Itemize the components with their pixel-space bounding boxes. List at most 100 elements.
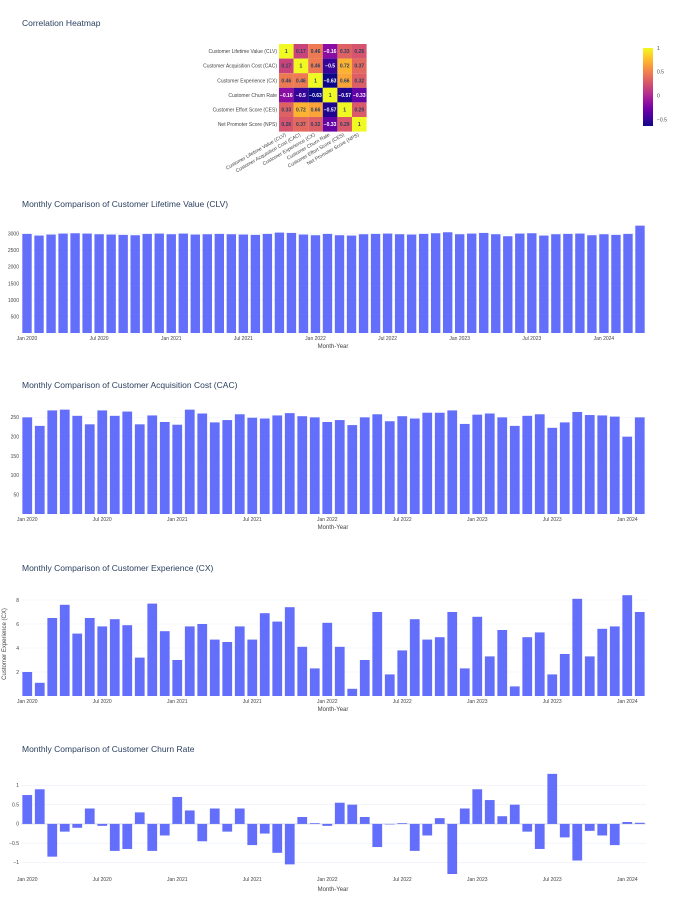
- heatmap-cell: [322, 117, 338, 132]
- bar: [384, 823, 395, 825]
- bar: [634, 822, 645, 824]
- bar: [47, 410, 58, 514]
- bar: [394, 234, 405, 333]
- cx-title: Monthly Comparison of Customer Experienc…: [22, 563, 213, 573]
- heatmap-cell: [293, 102, 309, 117]
- bar: [599, 234, 609, 333]
- bar: [534, 414, 545, 514]
- bar: [634, 612, 645, 696]
- x-tick-label: Jul 2020: [93, 517, 112, 523]
- bar: [322, 823, 333, 826]
- y-tick-label: 2: [16, 670, 19, 676]
- bar: [109, 823, 120, 851]
- y-tick-label: 2500: [8, 248, 19, 254]
- bar: [47, 823, 58, 857]
- cx-x-axis-label: Month-Year: [318, 707, 349, 713]
- x-tick-label: Jul 2022: [378, 336, 397, 342]
- bar: [297, 646, 308, 696]
- bar: [34, 682, 45, 696]
- x-tick-label: Jul 2020: [90, 336, 109, 342]
- bar: [247, 417, 258, 514]
- bar: [22, 795, 33, 824]
- bar: [382, 233, 393, 333]
- x-tick-label: Jan 2023: [467, 699, 488, 705]
- bar: [409, 823, 420, 851]
- bar: [272, 415, 283, 514]
- heatmap-cell: [352, 87, 367, 103]
- bar: [575, 233, 585, 333]
- x-tick-label: Jul 2023: [543, 877, 562, 883]
- bar: [551, 234, 561, 333]
- heatmap-cell-value: 0.26: [354, 49, 364, 55]
- bar: [447, 612, 458, 696]
- bar: [134, 657, 145, 696]
- heatmap-cell-value: −0.63: [324, 78, 337, 84]
- bar: [359, 417, 370, 514]
- heatmap-cell: [308, 44, 323, 59]
- heatmap-cell-value: 0.17: [296, 49, 306, 55]
- bar: [34, 789, 45, 824]
- churn-title: Monthly Comparison of Customer Churn Rat…: [22, 744, 195, 754]
- bar: [122, 823, 133, 849]
- bar: [522, 415, 533, 514]
- bar: [611, 234, 621, 333]
- bar: [609, 626, 620, 696]
- y-tick-label: 4: [16, 646, 19, 652]
- y-tick-label: −0.5: [9, 841, 19, 847]
- bar: [409, 418, 420, 514]
- heatmap-cell: [308, 102, 323, 117]
- bar: [284, 413, 295, 514]
- cac-title: Monthly Comparison of Customer Acquisiti…: [22, 380, 238, 390]
- bar: [334, 802, 345, 824]
- bar: [222, 420, 233, 514]
- heatmap-cell: [293, 73, 309, 88]
- y-tick-label: 0.5: [12, 802, 19, 808]
- x-tick-label: Jul 2021: [243, 877, 262, 883]
- bar: [434, 637, 445, 696]
- clv-plot: 3000 2500 2000 1500 1000 500 Jan 2020 Jul 2020 J…: [8, 225, 646, 342]
- bar: [72, 633, 83, 696]
- bar: [286, 232, 297, 333]
- bar: [346, 235, 357, 333]
- bar: [459, 668, 470, 696]
- bar: [70, 233, 80, 333]
- heatmap-cell-value: 1: [285, 49, 288, 55]
- churn-panel: Monthly Comparison of Customer Churn Rat…: [9, 744, 646, 893]
- bar: [97, 626, 108, 696]
- bar: [322, 233, 333, 333]
- heatmap-cell-value: 0.32: [311, 122, 321, 128]
- bar: [472, 414, 483, 514]
- y-tick-label: 150: [11, 454, 20, 460]
- bar: [147, 415, 158, 514]
- bar: [370, 233, 381, 333]
- bar: [497, 816, 508, 824]
- bar: [334, 235, 345, 333]
- bar: [84, 424, 95, 514]
- heatmap-panel: Correlation Heatmap 1 0.17 0.46 −0.16 0.33 0.…: [22, 18, 667, 174]
- bar: [467, 233, 477, 333]
- bar: [22, 417, 33, 514]
- heatmap-cell-value: 0.46: [281, 78, 291, 84]
- heatmap-row-label: Customer Acquisition Cost (CAC): [203, 64, 277, 70]
- heatmap-row-label: Customer Churn Rate: [228, 93, 277, 99]
- bar: [134, 424, 145, 514]
- bar: [422, 412, 433, 514]
- cac-panel: Monthly Comparison of Customer Acquisiti…: [11, 380, 646, 531]
- bar: [484, 413, 495, 514]
- y-tick-label: 200: [11, 434, 20, 440]
- bar: [418, 233, 429, 333]
- heatmap-cell: [352, 102, 367, 117]
- bar: [459, 808, 470, 824]
- heatmap-cell-value: 0.72: [296, 108, 306, 114]
- bar: [479, 232, 489, 333]
- bar: [118, 234, 128, 333]
- y-tick-label: 6: [16, 622, 19, 628]
- bar: [284, 823, 295, 865]
- heatmap-cell-value: 0.66: [311, 108, 321, 114]
- bar: [515, 233, 525, 333]
- bar: [34, 425, 45, 514]
- bar: [250, 234, 261, 333]
- bar: [587, 235, 597, 333]
- bar: [384, 674, 395, 696]
- heatmap-cell-value: 0.33: [281, 108, 291, 114]
